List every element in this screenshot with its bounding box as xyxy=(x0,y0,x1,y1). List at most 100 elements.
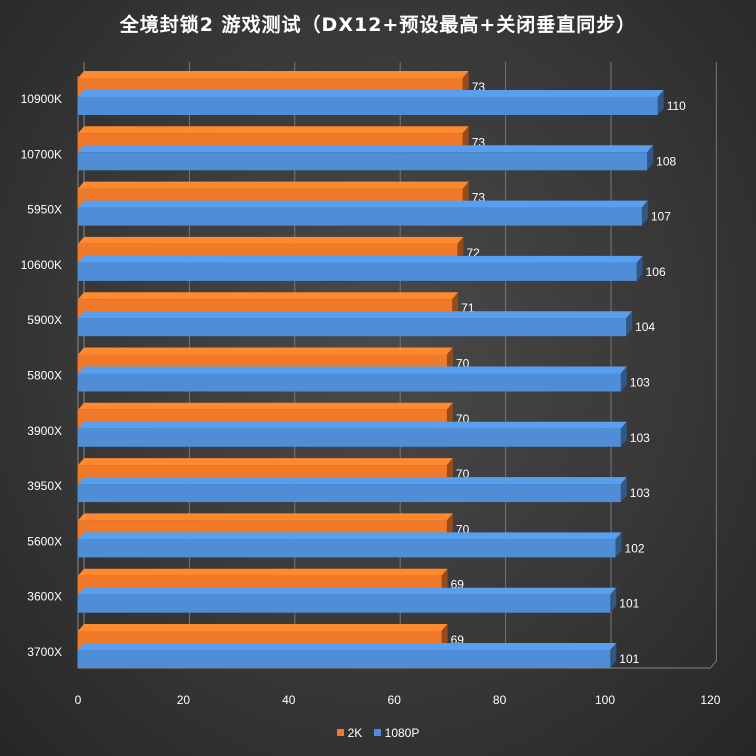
bar-side-face xyxy=(620,477,627,503)
bar-top-face xyxy=(78,532,622,540)
bar-top-face xyxy=(78,181,469,189)
bar-series-1080p xyxy=(78,311,633,337)
bar-top-face xyxy=(78,236,464,244)
bar-top-face xyxy=(78,71,469,78)
legend-swatch-2k xyxy=(336,729,344,736)
bar-side-face xyxy=(626,311,633,337)
y-category-label: 5950X xyxy=(27,203,62,217)
bar-side-face xyxy=(610,643,617,668)
bar-side-face xyxy=(446,458,453,484)
y-category-label: 5900X xyxy=(27,313,62,327)
data-label-series-1080p: 103 xyxy=(630,376,650,390)
bar-series-1080p xyxy=(78,366,627,392)
bar-series-1080p xyxy=(78,421,627,447)
bar-top-face xyxy=(78,90,664,97)
bar-top-face xyxy=(78,587,617,595)
chart-title: 全境封锁2 游戏测试（DX12+预设最高+关闭垂直同步） xyxy=(119,14,637,36)
bar-side-face xyxy=(610,587,617,613)
bar-front-face xyxy=(78,318,627,337)
data-label-series-1080p: 103 xyxy=(630,431,650,445)
data-label-series-1080p: 110 xyxy=(667,99,686,113)
data-label-series-1080p: 107 xyxy=(651,210,671,224)
y-category-label: 10900K xyxy=(21,92,62,106)
legend-label-1080p: 1080P xyxy=(384,726,420,740)
bar-front-face xyxy=(78,539,616,558)
x-tick-label: 60 xyxy=(388,693,402,707)
legend-item-1080p: 1080P xyxy=(373,726,420,740)
bar-side-face xyxy=(620,366,627,392)
bar-side-face xyxy=(446,513,453,539)
data-label-series-1080p: 102 xyxy=(625,541,645,555)
bar-top-face xyxy=(78,255,643,263)
bar-series-1080p xyxy=(78,90,664,115)
bar-side-face xyxy=(657,90,664,115)
data-label-series-1080p: 104 xyxy=(635,320,655,334)
bar-top-face xyxy=(78,292,459,300)
y-category-label: 3700X xyxy=(27,645,62,659)
x-tick-label: 100 xyxy=(595,693,615,707)
bar-front-face xyxy=(78,650,611,668)
y-category-label: 3950X xyxy=(27,479,62,493)
y-category-label: 3600X xyxy=(27,590,62,604)
bar-side-face xyxy=(446,402,453,428)
bar-top-face xyxy=(78,402,453,410)
y-category-label: 5800X xyxy=(27,369,62,383)
bar-top-face xyxy=(78,568,448,576)
data-label-series-1080p: 101 xyxy=(619,652,639,666)
legend: 2K 1080P xyxy=(0,726,756,740)
legend-label-2k: 2K xyxy=(347,726,363,740)
bar-front-face xyxy=(78,97,658,115)
bar-series-1080p xyxy=(78,587,617,613)
bar-series-1080p xyxy=(78,532,622,558)
bar-front-face xyxy=(78,152,648,171)
bar-series-1080p xyxy=(78,255,643,281)
bar-top-face xyxy=(78,347,453,355)
bar-side-face xyxy=(452,292,459,318)
bar-front-face xyxy=(78,373,621,392)
y-category-label: 10700K xyxy=(21,147,62,161)
x-tick-label: 40 xyxy=(282,693,296,707)
bar-side-face xyxy=(462,181,469,207)
bar-side-face xyxy=(446,347,453,373)
gridline-floor xyxy=(710,660,717,669)
x-tick-label: 20 xyxy=(177,693,191,707)
bar-series-1080p xyxy=(78,643,617,668)
bar-front-face xyxy=(78,207,642,226)
bar-top-face xyxy=(78,145,654,153)
bar-top-face xyxy=(78,421,627,429)
data-label-series-1080p: 103 xyxy=(630,486,650,500)
bar-top-face xyxy=(78,513,453,521)
y-category-label: 10600K xyxy=(21,258,62,272)
bar-side-face xyxy=(636,255,643,281)
bar-top-face xyxy=(78,200,648,208)
bar-top-face xyxy=(78,126,469,134)
bar-side-face xyxy=(462,126,469,152)
bar-front-face xyxy=(78,262,637,281)
bar-series-1080p xyxy=(78,200,648,226)
bar-top-face xyxy=(78,643,617,650)
bar-top-face xyxy=(78,477,627,485)
bar-front-face xyxy=(78,594,611,613)
x-tick-label: 0 xyxy=(75,693,82,707)
data-label-series-1080p: 106 xyxy=(646,265,666,279)
data-label-series-1080p: 101 xyxy=(619,597,639,611)
legend-item-2k: 2K xyxy=(336,726,363,740)
bar-side-face xyxy=(462,71,469,96)
bar-top-face xyxy=(78,458,453,466)
bar-side-face xyxy=(441,568,448,594)
bar-side-face xyxy=(647,145,654,171)
bar-side-face xyxy=(615,532,622,558)
bar-front-face xyxy=(78,428,621,447)
bar-top-face xyxy=(78,366,627,374)
bar-series-1080p xyxy=(78,477,627,503)
data-label-series-1080p: 108 xyxy=(656,154,676,168)
bar-front-face xyxy=(78,484,621,503)
bar-top-face xyxy=(78,624,448,631)
bar-side-face xyxy=(457,236,464,262)
x-tick-label: 80 xyxy=(493,693,507,707)
bar-top-face xyxy=(78,311,633,319)
y-category-label: 3900X xyxy=(27,424,62,438)
bar-side-face xyxy=(441,624,448,649)
legend-swatch-1080p xyxy=(373,729,381,736)
